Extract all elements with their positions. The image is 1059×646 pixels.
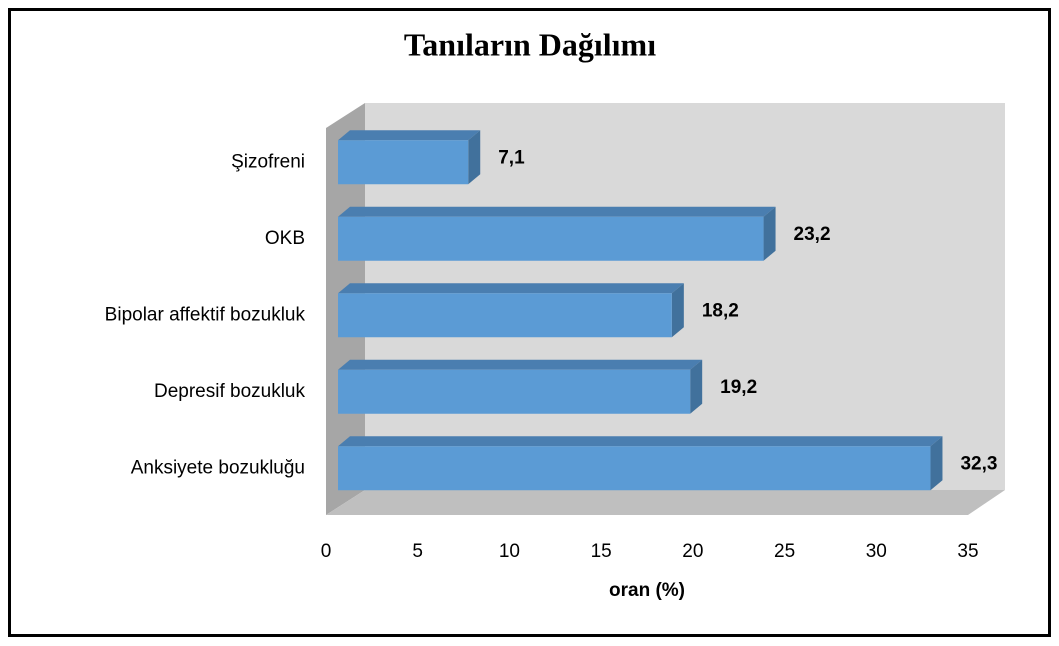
x-tick-label: 15 <box>591 541 612 562</box>
bar <box>338 446 931 491</box>
bar-top <box>338 283 684 294</box>
bar <box>338 216 764 261</box>
bar <box>338 369 691 414</box>
y-tick-label: Bipolar affektif bozukluk <box>105 304 306 325</box>
value-label: 18,2 <box>702 300 739 321</box>
bar-side <box>763 206 776 261</box>
bar-side <box>930 436 943 491</box>
x-tick-label: 30 <box>866 541 887 562</box>
bar <box>338 293 672 338</box>
bar-side <box>468 130 481 185</box>
value-label: 7,1 <box>498 147 525 168</box>
bar-top <box>338 130 481 141</box>
bar-top <box>338 359 703 370</box>
y-tick-label: OKB <box>265 228 305 249</box>
x-tick-label: 25 <box>774 541 795 562</box>
y-tick-label: Depresif bozukluk <box>154 381 306 402</box>
value-label: 19,2 <box>720 377 757 398</box>
value-label: 32,3 <box>960 453 997 474</box>
bar-side <box>671 283 684 338</box>
x-tick-label: 35 <box>957 541 978 562</box>
floor <box>326 490 1005 515</box>
bar-side <box>690 359 703 414</box>
x-axis-label: oran (%) <box>609 580 685 601</box>
bar-top <box>338 436 943 447</box>
bar <box>338 140 469 185</box>
x-tick-label: 20 <box>682 541 703 562</box>
x-tick-label: 10 <box>499 541 520 562</box>
chart-title: Tanıların Dağılımı <box>404 26 656 62</box>
value-label: 23,2 <box>794 224 831 245</box>
bar-top <box>338 206 776 217</box>
x-tick-label: 0 <box>321 541 332 562</box>
y-tick-label: Anksiyete bozukluğu <box>131 457 305 478</box>
y-tick-label: Şizofreni <box>231 151 305 172</box>
x-tick-label: 5 <box>412 541 423 562</box>
